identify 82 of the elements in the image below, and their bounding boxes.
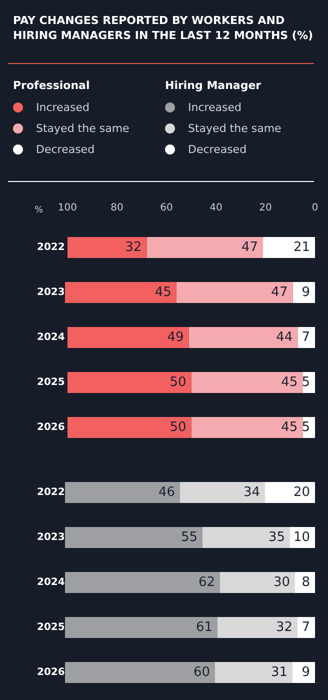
bar [202,527,290,548]
data-label: 5 [302,420,310,435]
data-label: 21 [293,240,310,255]
legend-label: Stayed the same [36,122,130,135]
data-label: 61 [196,620,212,635]
bar [65,282,176,303]
x-axis-title: % [34,206,44,216]
bar [67,372,192,393]
bar [146,237,264,258]
bar [65,482,180,503]
bar [298,617,315,638]
legend-title: Hiring Manager [165,79,262,92]
data-label: 62 [198,575,215,590]
bar [65,527,202,548]
data-label: 47 [241,240,258,255]
x-tick-label: 100 [58,202,78,214]
legend-label: Increased [188,101,242,114]
x-tick-label: 40 [210,202,222,214]
data-label: 46 [158,485,175,500]
data-label: 7 [302,330,310,345]
y-tick-label: 2023 [37,532,65,543]
bar [67,327,189,348]
data-label: 32 [125,240,142,255]
bar [220,572,295,593]
data-label: 9 [302,665,310,680]
data-label: 49 [167,330,184,345]
y-tick-label: 2024 [37,332,65,343]
data-label: 8 [302,575,310,590]
y-tick-label: 2026 [37,422,65,433]
y-tick-label: 2026 [37,667,65,678]
legend-label: Increased [36,101,90,114]
data-label: 45 [281,420,298,435]
legend-title: Professional [13,79,90,92]
bar [180,482,265,503]
bar [191,417,303,438]
data-label: 50 [170,420,186,435]
data-label: 31 [270,665,288,680]
data-label: 50 [170,375,186,390]
data-label: 45 [281,375,298,390]
bar [298,327,315,348]
y-tick-label: 2025 [37,622,65,633]
bar [65,662,215,683]
data-label: 32 [276,620,292,635]
y-tick-label: 2022 [37,487,65,498]
data-label: 20 [293,485,310,500]
bar [67,237,147,258]
data-label: 44 [276,330,293,345]
y-tick-label: 2023 [37,287,65,298]
data-label: 55 [180,530,198,545]
data-label: 45 [154,285,172,300]
data-label: 7 [302,620,310,635]
data-label: 60 [193,665,210,680]
bar [65,617,218,638]
x-tick-label: 60 [160,202,173,214]
data-label: 34 [243,485,260,500]
bar [191,372,303,393]
y-tick-label: 2025 [37,377,65,388]
bar [65,572,220,593]
data-label: 35 [268,530,285,545]
bar [265,482,315,503]
legend-label: Stayed the same [188,122,282,135]
bar [215,662,292,683]
bar [188,327,298,348]
data-label: 9 [302,285,310,300]
bar [218,617,298,638]
bar [292,282,315,303]
x-tick-label: 80 [110,202,124,214]
legend-label: Decreased [188,143,247,156]
x-tick-label: 20 [259,202,272,214]
data-label: 5 [302,375,310,390]
bar [263,237,315,258]
data-label: 30 [273,575,290,590]
y-tick-label: 2024 [37,577,65,588]
y-tick-label: 2022 [37,242,65,253]
bar [292,662,315,683]
legend-label: Decreased [36,143,95,156]
bar [176,282,293,303]
x-tick-label: 0 [312,202,318,214]
data-label: 10 [293,530,310,545]
data-label: 47 [271,285,288,300]
bar [67,417,192,438]
chart-title: PAY CHANGES REPORTED BY WORKERS AND HIRING MANAGERS IN THE LAST 12 MONTHS (%) [13,14,314,42]
